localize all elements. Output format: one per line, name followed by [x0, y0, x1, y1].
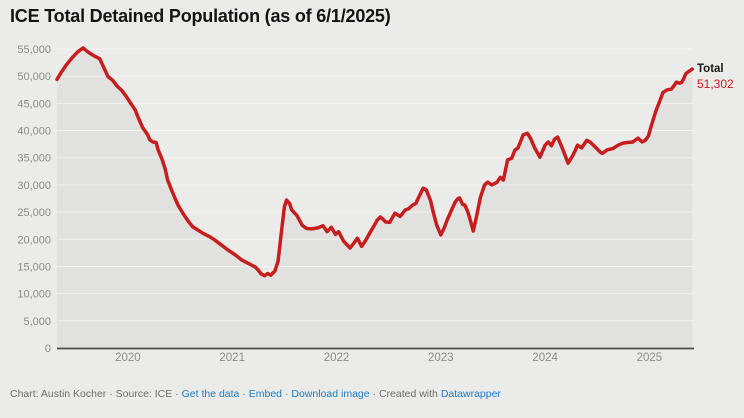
y-axis-label: 10,000: [17, 289, 51, 301]
y-axis-label: 5,000: [23, 316, 51, 328]
x-axis-label: 2025: [637, 352, 663, 364]
footer-separator: ·: [282, 388, 292, 400]
y-axis-label: 45,000: [17, 98, 51, 110]
chart-footer: Chart: Austin Kocher · Source: ICE · Get…: [10, 388, 501, 400]
x-axis-label: 2022: [324, 352, 350, 364]
embed-link[interactable]: Embed: [248, 388, 283, 400]
download-image-link[interactable]: Download image: [291, 388, 370, 400]
x-axis-label: 2020: [115, 352, 141, 364]
series-end-label-name: Total: [697, 63, 724, 75]
footer-source: Source: ICE: [115, 388, 173, 400]
footer-separator: ·: [106, 388, 116, 400]
footer-separator: ·: [369, 388, 379, 400]
series-end-label-value: 51,302: [697, 77, 734, 91]
y-axis-label: 20,000: [17, 234, 51, 246]
y-axis-label: 35,000: [17, 153, 51, 165]
datawrapper-link[interactable]: Datawrapper: [440, 388, 501, 400]
y-axis-label: 15,000: [17, 262, 51, 274]
y-axis-label: 40,000: [17, 126, 51, 138]
x-axis-label: 2023: [428, 352, 454, 364]
area-fill: [57, 47, 693, 349]
footer-separator: ·: [172, 388, 182, 400]
y-axis-label: 50,000: [17, 71, 51, 83]
footer-separator: ·: [239, 388, 249, 400]
total-line: [55, 46, 694, 278]
x-axis-label: 2024: [532, 352, 558, 364]
get-the-data-link[interactable]: Get the data: [181, 388, 240, 400]
footer-created-with: Created with: [378, 388, 441, 400]
footer-credit: Chart: Austin Kocher: [10, 388, 107, 400]
y-axis-label: 55,000: [17, 44, 51, 56]
chart-title: ICE Total Detained Population (as of 6/1…: [10, 6, 391, 26]
x-axis-label: 2021: [219, 352, 245, 364]
y-axis-label: 0: [45, 343, 51, 355]
y-axis-label: 25,000: [17, 207, 51, 219]
series-end-label: Total 51,302: [697, 62, 734, 92]
y-axis-label: 30,000: [17, 180, 51, 192]
